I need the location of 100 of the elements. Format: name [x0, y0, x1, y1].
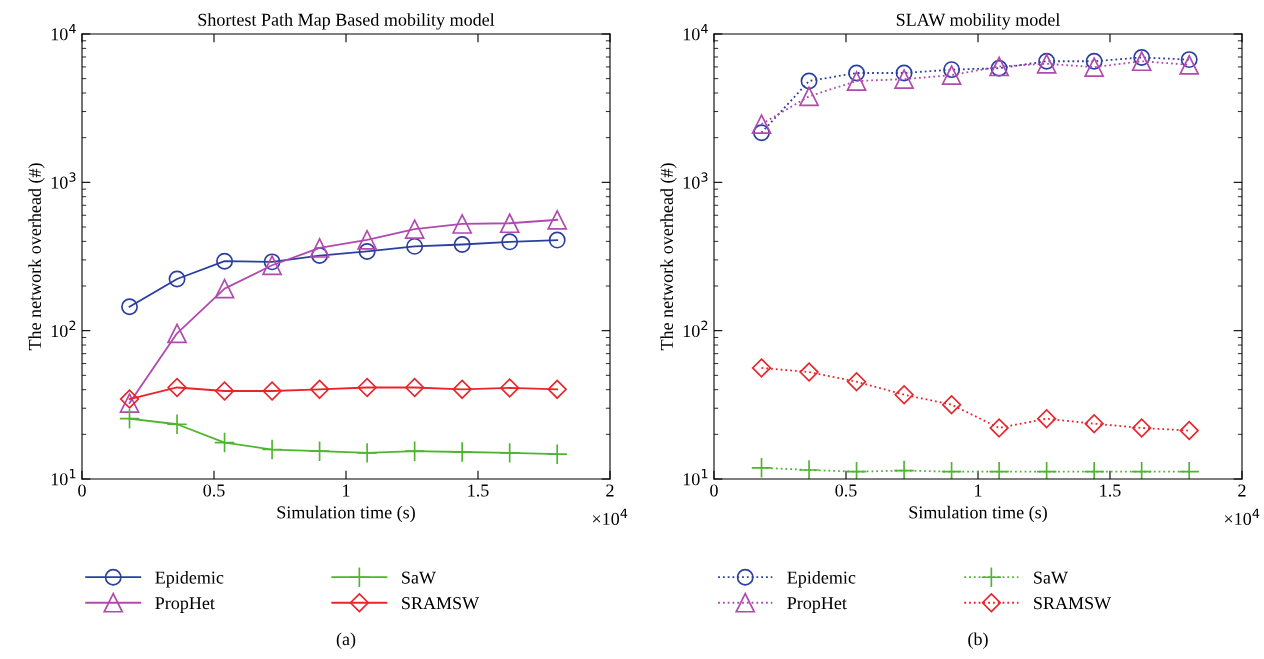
- point: [846, 461, 868, 479]
- point: [751, 358, 772, 378]
- point: [1036, 461, 1058, 479]
- chart-title: Shortest Path Map Based mobility model: [198, 13, 495, 30]
- point: [214, 278, 235, 299]
- point: [214, 381, 235, 401]
- point: [1133, 48, 1151, 66]
- point: [894, 385, 914, 405]
- point: [547, 209, 568, 230]
- point: [846, 71, 867, 91]
- point: [751, 114, 772, 134]
- point: [214, 432, 236, 454]
- x-tick-label: 0.5: [203, 484, 225, 497]
- point: [1132, 418, 1152, 438]
- point: [753, 124, 770, 142]
- point: [799, 86, 819, 107]
- point: [1179, 420, 1199, 441]
- point: [941, 461, 963, 479]
- point: [499, 213, 520, 234]
- point: [261, 438, 283, 461]
- point: [1036, 53, 1057, 74]
- point: [846, 372, 867, 392]
- point: [1178, 461, 1200, 479]
- point: [499, 442, 521, 464]
- point: [404, 440, 426, 462]
- point: [121, 298, 138, 316]
- point: [453, 236, 471, 253]
- point: [404, 219, 425, 239]
- point: [943, 61, 961, 79]
- point: [547, 379, 567, 400]
- y-axis-title: The network overhead (#): [28, 163, 45, 351]
- y-tick-label: 10$^{2}$: [51, 320, 76, 338]
- point: [262, 381, 282, 401]
- point: [848, 64, 866, 82]
- y-tick-label: 10$^{2}$: [683, 320, 708, 338]
- y-axis-title: The network overhead (#): [660, 163, 677, 351]
- y-tick-label: 10$^{3}$: [51, 172, 76, 189]
- x-tick-label: 0: [710, 484, 718, 497]
- text: ×10$^{4}$: [592, 508, 628, 526]
- x-tick-label: 2: [1238, 484, 1246, 497]
- point: [452, 214, 473, 234]
- point: [357, 229, 377, 250]
- point: [216, 252, 234, 270]
- y-tick-label: 10$^{4}$: [51, 24, 76, 41]
- point: [358, 242, 376, 260]
- y-tick-label: 10$^{1}$: [51, 469, 76, 486]
- point: [1084, 414, 1104, 434]
- legend-label: SRAMSW: [1034, 597, 1112, 610]
- point: [500, 378, 520, 398]
- point: [1131, 51, 1152, 72]
- point: [262, 255, 282, 276]
- x-tick-label: 2: [606, 484, 614, 497]
- legend-label: PropHet: [787, 597, 847, 613]
- legend-label: PropHet: [155, 597, 215, 613]
- point: [546, 443, 568, 465]
- point: [798, 459, 820, 479]
- y-tick-label: 10$^{3}$: [683, 172, 708, 189]
- legend-label: Epidemic: [787, 571, 856, 588]
- legend-label: SaW: [1034, 571, 1068, 584]
- point: [895, 64, 913, 82]
- point: [989, 418, 1009, 438]
- point: [452, 379, 472, 400]
- legend-label: SaW: [402, 571, 436, 584]
- x-tick-label: 1: [343, 484, 350, 497]
- point: [309, 379, 330, 400]
- point: [941, 395, 962, 415]
- point: [1131, 461, 1153, 479]
- point: [548, 231, 566, 249]
- x-tick-label: 1: [975, 484, 982, 497]
- point: [404, 377, 425, 398]
- x-tick-label: 1.5: [1100, 484, 1121, 497]
- text: (b): [968, 632, 988, 649]
- point: [1036, 409, 1057, 429]
- point: [167, 377, 187, 398]
- text: ×10$^{4}$: [1224, 508, 1260, 526]
- point: [167, 323, 187, 344]
- point: [501, 233, 519, 251]
- x-axis-title: Simulation time (s): [277, 505, 415, 523]
- legend-label: Epidemic: [155, 571, 224, 588]
- point: [893, 460, 915, 479]
- point: [263, 253, 281, 271]
- point: [894, 69, 914, 90]
- text: (a): [336, 632, 356, 649]
- x-tick-label: 0.5: [835, 484, 857, 497]
- point: [309, 440, 331, 462]
- point: [1084, 57, 1105, 77]
- chart-title: SLAW mobility model: [896, 13, 1061, 30]
- point: [799, 362, 819, 382]
- point: [750, 457, 773, 479]
- point: [1179, 54, 1200, 75]
- point: [1038, 52, 1056, 70]
- legend-label: SRAMSW: [402, 597, 480, 610]
- point: [941, 65, 962, 86]
- point: [1083, 461, 1105, 479]
- point: [1180, 51, 1198, 69]
- x-axis-title: Simulation time (s): [909, 505, 1047, 523]
- point: [357, 377, 377, 398]
- point: [406, 237, 424, 255]
- point: [988, 461, 1010, 479]
- x-tick-label: 0: [78, 484, 86, 497]
